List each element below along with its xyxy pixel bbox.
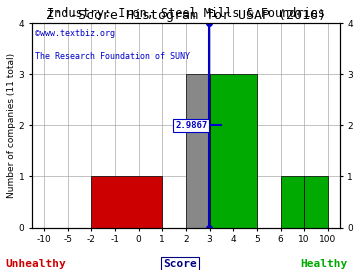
Bar — [210, 74, 257, 228]
Text: Unhealthy: Unhealthy — [6, 259, 66, 269]
Bar — [304, 176, 328, 228]
Text: The Research Foundation of SUNY: The Research Foundation of SUNY — [35, 52, 190, 61]
Text: Industry: Iron, Steel Mills & Foundries: Industry: Iron, Steel Mills & Foundries — [47, 7, 325, 20]
Text: Healthy: Healthy — [300, 259, 348, 269]
Text: ©www.textbiz.org: ©www.textbiz.org — [35, 29, 115, 38]
Text: Score: Score — [163, 259, 197, 269]
Y-axis label: Number of companies (11 total): Number of companies (11 total) — [7, 53, 16, 198]
Bar — [91, 176, 162, 228]
Bar — [280, 176, 304, 228]
Bar — [186, 74, 210, 228]
Title: Z''-Score Histogram for USAP (2016): Z''-Score Histogram for USAP (2016) — [46, 9, 326, 22]
Text: 2.9867: 2.9867 — [175, 121, 207, 130]
